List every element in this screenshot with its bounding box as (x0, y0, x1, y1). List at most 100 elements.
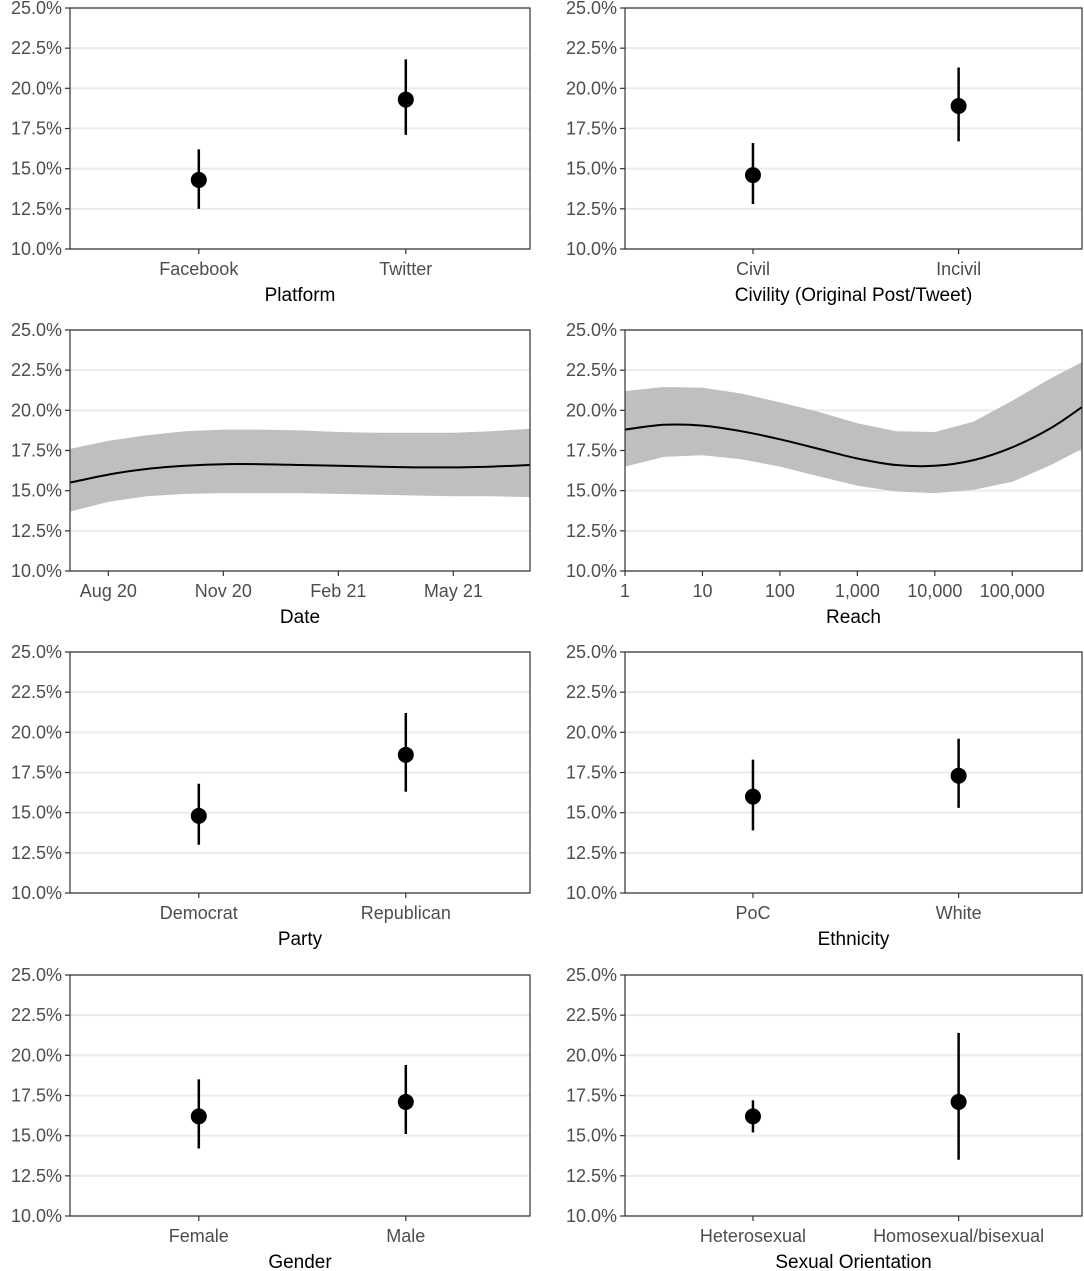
x-tick-label: Democrat (160, 903, 238, 923)
panel-border (624, 651, 1083, 894)
panel-border (624, 7, 1083, 250)
y-tick-label: 15.0% (566, 481, 617, 501)
y-tick-label: 22.5% (566, 1005, 617, 1025)
y-tick-label: 22.5% (11, 360, 62, 380)
x-tick-label: PoC (735, 903, 770, 923)
y-tick-label: 17.5% (566, 1086, 617, 1106)
x-tick-label: 10,000 (907, 581, 962, 601)
x-tick-label: Facebook (159, 259, 239, 279)
panel-5: 10.0% 12.5% 15.0% 17.5% 20.0% 22.5% 25.0% Democ… (11, 642, 531, 950)
x-axis-title: Civility (Original Post/Tweet) (735, 285, 973, 306)
point-female (190, 1108, 207, 1125)
point-facebook (190, 171, 207, 188)
y-tick-label: 17.5% (11, 441, 62, 461)
panel-border (69, 7, 531, 250)
y-tick-label: 15.0% (566, 803, 617, 823)
y-tick-label: 22.5% (566, 38, 617, 58)
y-tick-label: 20.0% (566, 78, 617, 98)
fitted-line (624, 406, 1083, 468)
x-axis-title: Ethnicity (818, 929, 890, 950)
panel-border (624, 329, 1083, 572)
y-tick-label: 25.0% (566, 642, 617, 662)
x-tick-label: Heterosexual (700, 1226, 806, 1246)
x-axis-title: Platform (265, 285, 336, 306)
panel-4: 10.0% 12.5% 15.0% 17.5% 20.0% 22.5% 25.0% 1 10 10… (566, 320, 1083, 628)
y-tick-label: 10.0% (566, 883, 617, 903)
y-tick-label: 12.5% (11, 843, 62, 863)
x-tick-label: Republican (361, 903, 451, 923)
panel-3: 10.0% 12.5% 15.0% 17.5% 20.0% 22.5% 25.0% Aug 2… (11, 320, 531, 628)
fitted-line (69, 463, 531, 484)
y-tick-label: 15.0% (11, 481, 62, 501)
point-heterosexual (744, 1108, 761, 1125)
y-tick-label: 12.5% (11, 199, 62, 219)
point-civil (744, 167, 761, 184)
point-male (397, 1093, 414, 1110)
y-tick-label: 10.0% (11, 883, 62, 903)
y-tick-label: 10.0% (11, 561, 62, 581)
x-tick-label: Male (386, 1226, 425, 1246)
y-tick-label: 22.5% (11, 682, 62, 702)
y-tick-label: 15.0% (566, 1126, 617, 1146)
point-incivil (950, 98, 967, 115)
y-tick-label: 15.0% (11, 803, 62, 823)
y-tick-label: 20.0% (11, 1045, 62, 1065)
panel-border (69, 651, 531, 894)
x-tick-label: 1,000 (835, 581, 880, 601)
panel-border (624, 974, 1083, 1217)
y-tick-label: 22.5% (566, 360, 617, 380)
point-democrat (190, 807, 207, 824)
x-axis-title: Gender (268, 1252, 332, 1271)
x-tick-label: Nov 20 (195, 581, 252, 601)
y-tick-label: 17.5% (11, 1086, 62, 1106)
panel-7: 10.0% 12.5% 15.0% 17.5% 20.0% 22.5% 25.0% Femal… (11, 965, 531, 1271)
y-tick-label: 20.0% (11, 400, 62, 420)
y-tick-label: 17.5% (566, 441, 617, 461)
y-tick-label: 25.0% (566, 965, 617, 985)
confidence-band (70, 428, 530, 512)
y-tick-label: 12.5% (566, 199, 617, 219)
y-tick-label: 17.5% (566, 119, 617, 139)
panel-6: 10.0% 12.5% 15.0% 17.5% 20.0% 22.5% 25.0% PoC Wh… (566, 642, 1083, 950)
panel-2: 10.0% 12.5% 15.0% 17.5% 20.0% 22.5% 25.0% Civil… (566, 0, 1083, 306)
y-tick-label: 15.0% (11, 159, 62, 179)
panel-1: 10.0% 12.5% 15.0% 17.5% 20.0% 22.5% 25.0% Faceb… (11, 0, 531, 306)
x-tick-label: 10 (692, 581, 712, 601)
y-tick-label: 25.0% (566, 320, 617, 340)
x-axis-title: Reach (826, 607, 881, 628)
point-poc (744, 788, 761, 805)
y-tick-label: 25.0% (11, 320, 62, 340)
x-tick-label: Homosexual/bisexual (873, 1226, 1044, 1246)
point-republican (397, 746, 414, 763)
x-tick-label: Twitter (379, 259, 432, 279)
y-tick-label: 12.5% (11, 521, 62, 541)
y-tick-label: 22.5% (11, 1005, 62, 1025)
point-white (950, 767, 967, 784)
panel-8: 10.0% 12.5% 15.0% 17.5% 20.0% 22.5% 25.0% Heter… (566, 965, 1083, 1271)
x-axis-title: Party (278, 929, 323, 950)
y-tick-label: 10.0% (11, 1206, 62, 1226)
x-tick-label: Feb 21 (310, 581, 366, 601)
y-tick-label: 20.0% (566, 1045, 617, 1065)
x-axis-title: Date (280, 607, 320, 628)
point-twitter (397, 91, 414, 108)
y-tick-label: 12.5% (566, 521, 617, 541)
y-tick-label: 20.0% (566, 722, 617, 742)
y-tick-label: 25.0% (11, 0, 62, 18)
x-tick-label: May 21 (424, 581, 483, 601)
y-tick-label: 17.5% (11, 763, 62, 783)
y-tick-label: 20.0% (11, 722, 62, 742)
x-tick-label: Incivil (936, 259, 981, 279)
y-tick-label: 25.0% (11, 965, 62, 985)
y-tick-label: 17.5% (566, 763, 617, 783)
x-tick-label: White (936, 903, 982, 923)
y-tick-label: 22.5% (11, 38, 62, 58)
y-tick-label: 25.0% (11, 642, 62, 662)
panel-border (69, 329, 531, 572)
x-axis-title: Sexual Orientation (775, 1252, 931, 1271)
x-tick-label: Female (169, 1226, 229, 1246)
y-tick-label: 15.0% (11, 1126, 62, 1146)
confidence-band (625, 362, 1082, 494)
x-tick-label: Civil (736, 259, 770, 279)
